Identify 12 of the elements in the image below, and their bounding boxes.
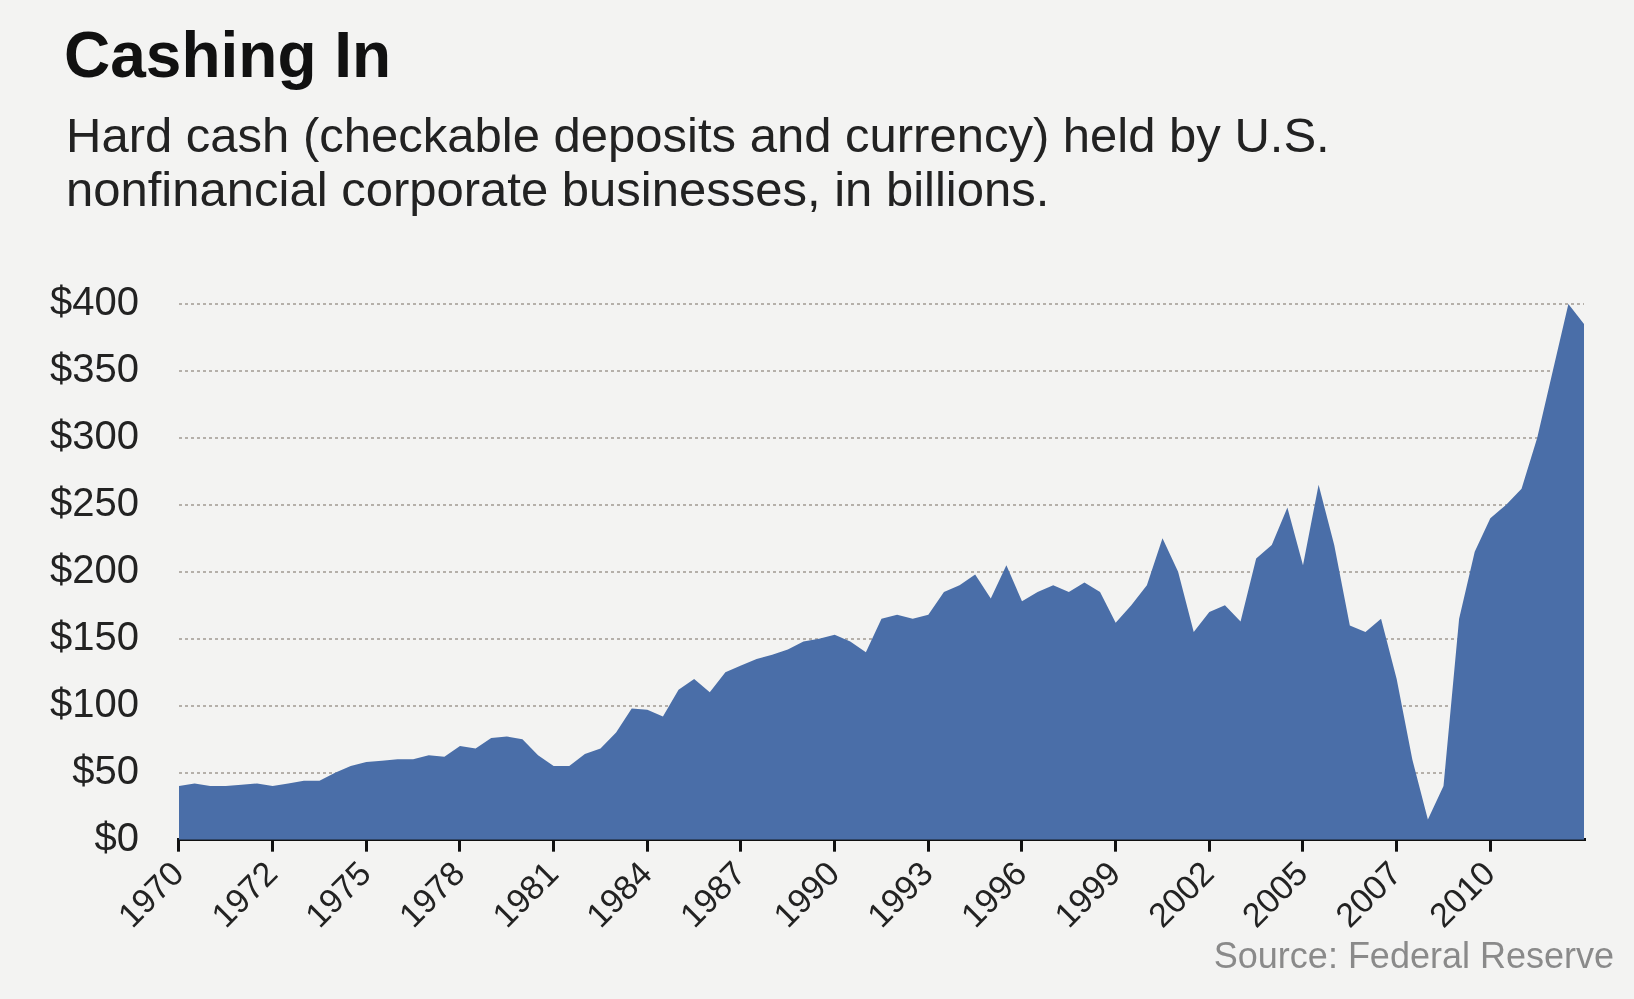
chart-subtitle: Hard cash (checkable deposits and currency) held by U.S. nonfinancial corporate businesses, in billions. [66,108,1331,216]
y-tick-label: $300 [50,412,139,457]
y-tick-label: $250 [50,479,139,524]
y-tick-label: $50 [72,747,139,792]
y-tick-label: $400 [50,279,139,324]
chart-title: Cashing In [64,18,392,92]
y-tick-label: $0 [94,814,139,859]
y-tick-label: $200 [50,546,139,591]
source-note: Source: Federal Reserve [1213,935,1614,977]
y-tick-label: $150 [50,613,139,658]
y-tick-label: $100 [50,680,139,725]
y-tick-label: $350 [50,345,139,390]
